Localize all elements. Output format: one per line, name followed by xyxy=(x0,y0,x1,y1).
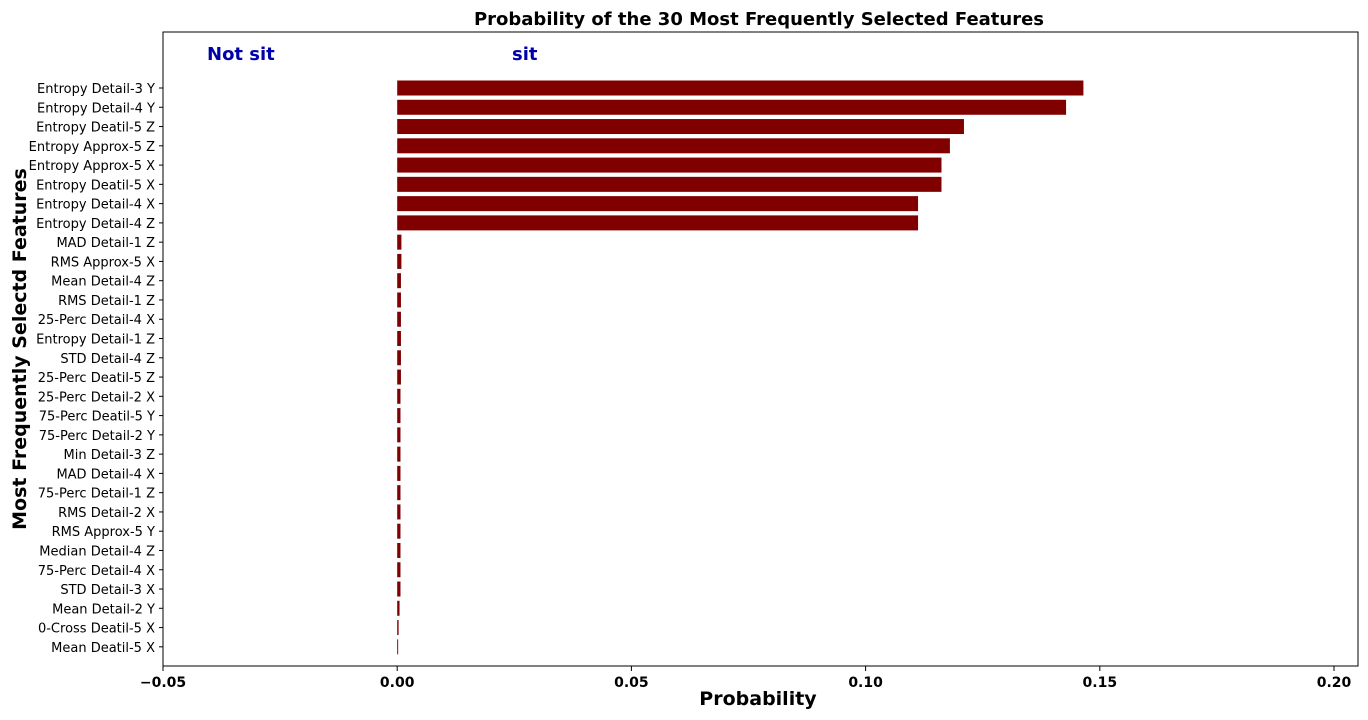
y-tick-label: 75-Perc Detail-2 Y xyxy=(39,429,155,444)
y-tick-label: STD Detail-4 Z xyxy=(60,352,155,367)
bar-29 xyxy=(397,620,399,636)
bar-25 xyxy=(397,542,401,558)
chart-title: Probability of the 30 Most Frequently Se… xyxy=(474,9,1044,30)
bar-24 xyxy=(397,523,401,539)
y-tick-label: Entropy Detail-4 X xyxy=(36,198,155,213)
plot-frame xyxy=(162,31,1359,667)
y-tick-label: RMS Approx-5 Y xyxy=(52,525,155,540)
x-tick-label: 0.20 xyxy=(1317,675,1352,691)
y-tick-label: 0-Cross Deatil-5 X xyxy=(38,622,155,637)
x-tick-label: 0.00 xyxy=(380,675,415,691)
bar-9 xyxy=(397,234,402,250)
y-tick-label: Entropy Approx-5 Z xyxy=(29,140,155,155)
y-tick-label: MAD Detail-1 Z xyxy=(56,236,155,251)
bar-27 xyxy=(397,581,401,597)
y-tick-label: Entropy Detail-4 Y xyxy=(37,101,155,116)
bar-18 xyxy=(397,408,401,424)
bar-6 xyxy=(397,176,942,192)
bar-8 xyxy=(397,215,919,231)
y-tick-label: MAD Detail-4 X xyxy=(56,467,155,482)
bar-21 xyxy=(397,465,401,481)
y-tick-label: Entropy Detail-3 Y xyxy=(37,82,155,97)
bar-13 xyxy=(397,311,401,327)
bar-16 xyxy=(397,369,401,385)
bar-10 xyxy=(397,253,402,269)
bar-11 xyxy=(397,273,401,289)
bar-15 xyxy=(397,350,401,366)
y-tick-label: Entropy Detail-4 Z xyxy=(36,217,155,232)
bar-22 xyxy=(397,485,401,501)
y-tick-label: RMS Approx-5 X xyxy=(51,255,155,270)
y-tick-label: 75-Perc Deatil-5 Y xyxy=(39,410,155,425)
y-tick-label: 75-Perc Detail-1 Z xyxy=(38,487,155,502)
y-tick-label: Entropy Approx-5 X xyxy=(29,159,155,174)
bar-2 xyxy=(397,99,1067,115)
bar-19 xyxy=(397,427,401,443)
bar-7 xyxy=(397,196,919,212)
y-tick-label: Mean Deatil-5 X xyxy=(51,641,155,656)
y-tick-label: Mean Detail-4 Z xyxy=(51,275,155,290)
bar-4 xyxy=(397,138,950,154)
x-tick-label: 0.05 xyxy=(614,675,649,691)
bar-28 xyxy=(397,600,400,616)
x-tick-label: 0.10 xyxy=(848,675,883,691)
y-tick-label: Mean Detail-2 Y xyxy=(52,602,155,617)
y-tick-labels: Entropy Detail-3 Y Entropy Detail-4 Y Entr… xyxy=(29,82,163,656)
bar-14 xyxy=(397,331,401,347)
y-tick-label: 25-Perc Deatil-5 Z xyxy=(38,371,155,386)
bar-3 xyxy=(397,119,964,135)
y-tick-label: Median Detail-4 Z xyxy=(39,544,155,559)
y-tick-label: 25-Perc Detail-4 X xyxy=(38,313,155,328)
bar-5 xyxy=(397,157,942,173)
annotation-not-sit: Not sit xyxy=(207,44,275,65)
y-tick-label: 25-Perc Detail-2 X xyxy=(38,390,155,405)
x-ticks: −0.05 0.00 0.05 0.10 0.15 0.20 xyxy=(140,666,1352,691)
y-tick-label: STD Detail-3 X xyxy=(60,583,155,598)
bar-30 xyxy=(397,639,399,655)
bar-17 xyxy=(397,388,401,404)
y-tick-label: RMS Detail-1 Z xyxy=(58,294,155,309)
bar-12 xyxy=(397,292,401,308)
y-tick-label: Min Detail-3 Z xyxy=(64,448,156,463)
y-tick-label: Entropy Detail-1 Z xyxy=(36,333,155,348)
x-axis-label: Probability xyxy=(699,688,817,710)
bars-group xyxy=(397,80,1084,655)
bar-23 xyxy=(397,504,401,520)
x-tick-label: −0.05 xyxy=(140,675,186,691)
y-tick-label: Entropy Deatil-5 Z xyxy=(36,121,155,136)
y-tick-label: RMS Detail-2 X xyxy=(58,506,155,521)
annotation-sit: sit xyxy=(512,44,538,65)
bar-26 xyxy=(397,562,401,578)
x-tick-label: 0.15 xyxy=(1083,675,1118,691)
y-axis-label: Most Frequently Selectd Features xyxy=(9,168,31,530)
bar-1 xyxy=(397,80,1084,96)
bar-20 xyxy=(397,446,401,462)
y-tick-label: 75-Perc Detail-4 X xyxy=(38,564,155,579)
y-tick-label: Entropy Deatil-5 X xyxy=(36,178,155,193)
